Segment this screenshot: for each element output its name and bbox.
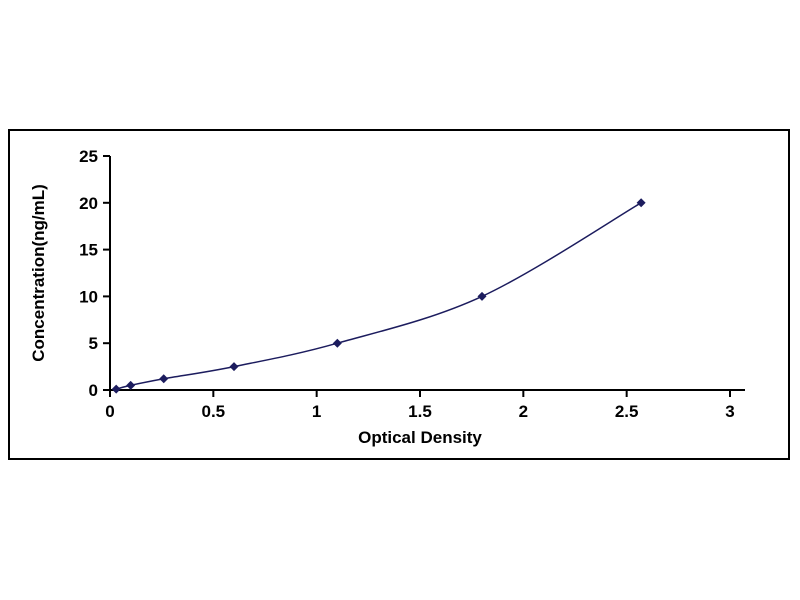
y-tick-label: 5 [89, 334, 98, 353]
y-tick-label: 20 [79, 194, 98, 213]
y-tick-label: 10 [79, 287, 98, 306]
data-point-marker [332, 338, 342, 348]
y-tick-label: 0 [89, 381, 98, 400]
x-tick-label: 0 [105, 402, 114, 421]
data-point-marker [636, 198, 646, 208]
data-point-marker [159, 374, 169, 384]
curve [116, 202, 642, 390]
data-point-marker [477, 291, 487, 301]
y-tick-label: 25 [79, 147, 98, 166]
y-axis-title: Concentration(ng/mL) [29, 184, 48, 362]
x-tick-label: 1 [312, 402, 321, 421]
data-point-marker [111, 384, 121, 394]
axes [109, 156, 745, 391]
x-axis-title: Optical Density [358, 428, 482, 447]
x-tick-label: 2 [519, 402, 528, 421]
data-point-marker [229, 362, 239, 372]
chart-frame: 0 0.5 1 1.5 2 2.5 3 0 5 10 15 20 25 Optical Density … [8, 129, 790, 460]
data-point-marker [126, 380, 136, 390]
x-tick-label: 1.5 [408, 402, 432, 421]
plot-layer: 0 0.5 1 1.5 2 2.5 3 0 5 10 15 20 25 [79, 147, 745, 421]
x-tick-label: 2.5 [615, 402, 639, 421]
y-tick-label: 15 [79, 241, 98, 260]
x-tick-label: 0.5 [202, 402, 226, 421]
x-tick-label: 3 [725, 402, 734, 421]
